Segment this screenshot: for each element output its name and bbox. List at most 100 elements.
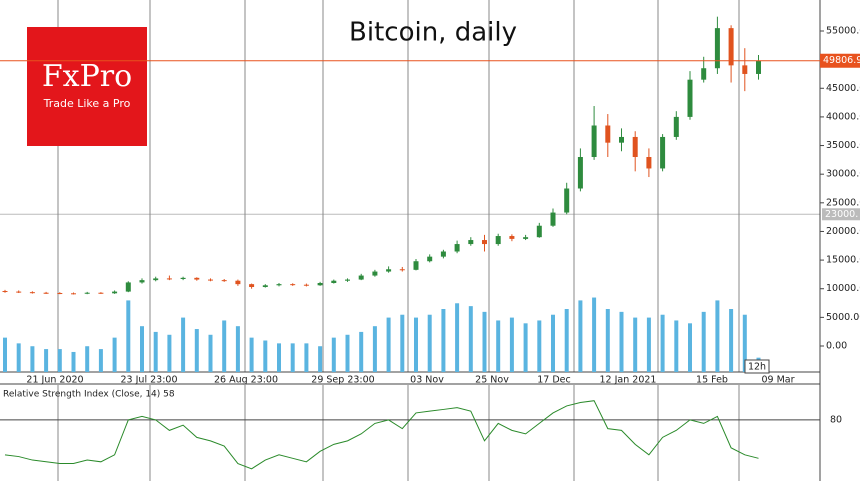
volume-bar xyxy=(249,337,254,372)
candle-body xyxy=(523,237,529,239)
price-label: 49806.90 xyxy=(823,55,860,66)
y-tick-label: 15000.0 xyxy=(826,255,860,266)
volume-bar xyxy=(304,343,309,372)
x-tick-label: 29 Sep 23:00 xyxy=(311,375,374,386)
candle-body xyxy=(2,291,8,293)
volume-bar xyxy=(235,326,240,372)
candle-body xyxy=(16,291,22,293)
volume-bar xyxy=(222,320,227,372)
volume-bar xyxy=(742,314,747,372)
candle-body xyxy=(112,291,118,294)
x-tick-label: 15 Feb xyxy=(696,375,728,386)
volume-bar xyxy=(414,317,418,372)
x-tick-label: 26 Aug 23:00 xyxy=(214,375,278,386)
volume-bar xyxy=(619,311,624,372)
y-tick-label: 30000.0 xyxy=(826,169,860,180)
candle-body xyxy=(399,269,405,271)
volume-bar xyxy=(482,311,487,372)
candle-body xyxy=(714,28,720,69)
candle-body xyxy=(413,261,419,270)
volume-bar xyxy=(30,346,35,372)
volume-bar xyxy=(277,343,281,372)
chart-title: Bitcoin, daily xyxy=(349,18,517,48)
candle-body xyxy=(468,240,474,245)
logo-brand: FxPro xyxy=(42,59,132,94)
y-tick-label: 20000.0 xyxy=(826,226,860,237)
candle-body xyxy=(331,280,337,283)
volume-bar xyxy=(140,326,144,372)
candle-body xyxy=(71,293,76,295)
candle-body xyxy=(166,278,172,280)
volume-bar xyxy=(592,297,597,372)
candle-body xyxy=(208,279,213,281)
candle-body xyxy=(262,285,268,288)
candle-body xyxy=(221,280,227,282)
volume-bar xyxy=(181,317,186,372)
volume-bar xyxy=(372,326,377,372)
candle-body xyxy=(632,136,638,157)
candle-body xyxy=(358,275,364,280)
volume-bar xyxy=(468,306,473,372)
volume-bar xyxy=(98,349,103,372)
candle-body xyxy=(742,65,748,74)
y-tick-label: 40000.0 xyxy=(826,111,860,122)
volume-bar xyxy=(496,320,501,372)
volume-bar xyxy=(701,311,706,372)
candle-body xyxy=(482,240,487,245)
level-label: 23000. xyxy=(825,209,858,220)
volume-bar xyxy=(578,300,583,372)
candle-body xyxy=(536,225,542,238)
y-tick-label: 0.00 xyxy=(826,341,847,352)
volume-bar xyxy=(167,334,172,372)
y-tick-label: 25000.0 xyxy=(826,197,860,208)
volume-bar xyxy=(400,314,405,372)
volume-bar xyxy=(44,349,49,372)
candle-body xyxy=(84,292,90,294)
candle-body xyxy=(564,188,570,213)
candle-body xyxy=(605,125,611,143)
candle-body xyxy=(386,269,392,272)
candle-body xyxy=(235,280,241,285)
volume-bar xyxy=(674,320,679,372)
rsi-title: Relative Strength Index (Close, 14) 58 xyxy=(3,390,175,400)
candle-body xyxy=(43,292,49,294)
volume-bar xyxy=(605,309,610,372)
volume-bar xyxy=(331,337,336,372)
candle-body xyxy=(687,79,693,117)
y-tick-label: 35000.0 xyxy=(826,140,860,151)
x-tick-label: 21 Jun 2020 xyxy=(26,375,83,386)
candle-body xyxy=(509,236,515,239)
candle-body xyxy=(180,277,186,279)
y-tick-label: 10000.0 xyxy=(826,283,860,294)
candle-body xyxy=(317,283,323,286)
candle-body xyxy=(495,236,501,245)
volume-bar xyxy=(263,340,268,372)
candle-body xyxy=(139,280,145,283)
candle-body xyxy=(577,157,583,189)
rsi-line xyxy=(4,400,759,470)
level-label-bg xyxy=(822,208,860,221)
candle-body xyxy=(728,28,734,66)
candle-body xyxy=(673,116,679,137)
candle-body xyxy=(646,157,652,169)
candle-body xyxy=(345,279,350,281)
rsi-tick-label: 80 xyxy=(830,414,842,425)
candle-body xyxy=(153,278,159,281)
x-tick-label: 09 Mar xyxy=(761,375,794,386)
y-tick-label: 45000.0 xyxy=(826,83,860,94)
period-box xyxy=(744,359,770,374)
volume-bar xyxy=(660,314,665,372)
candle-body xyxy=(249,284,255,288)
candle-body xyxy=(290,284,296,286)
volume-bar xyxy=(359,331,364,372)
candle-body xyxy=(701,68,707,80)
price-label-bg xyxy=(820,53,860,68)
x-tick-label: 03 Nov xyxy=(410,375,444,386)
candle-body xyxy=(454,244,460,252)
candle-body xyxy=(591,125,597,157)
volume-bar xyxy=(441,309,446,372)
period-label: 12h xyxy=(748,362,766,373)
x-tick-label: 12 Jan 2021 xyxy=(600,375,657,386)
volume-bar xyxy=(3,337,7,372)
volume-bar xyxy=(715,300,720,372)
